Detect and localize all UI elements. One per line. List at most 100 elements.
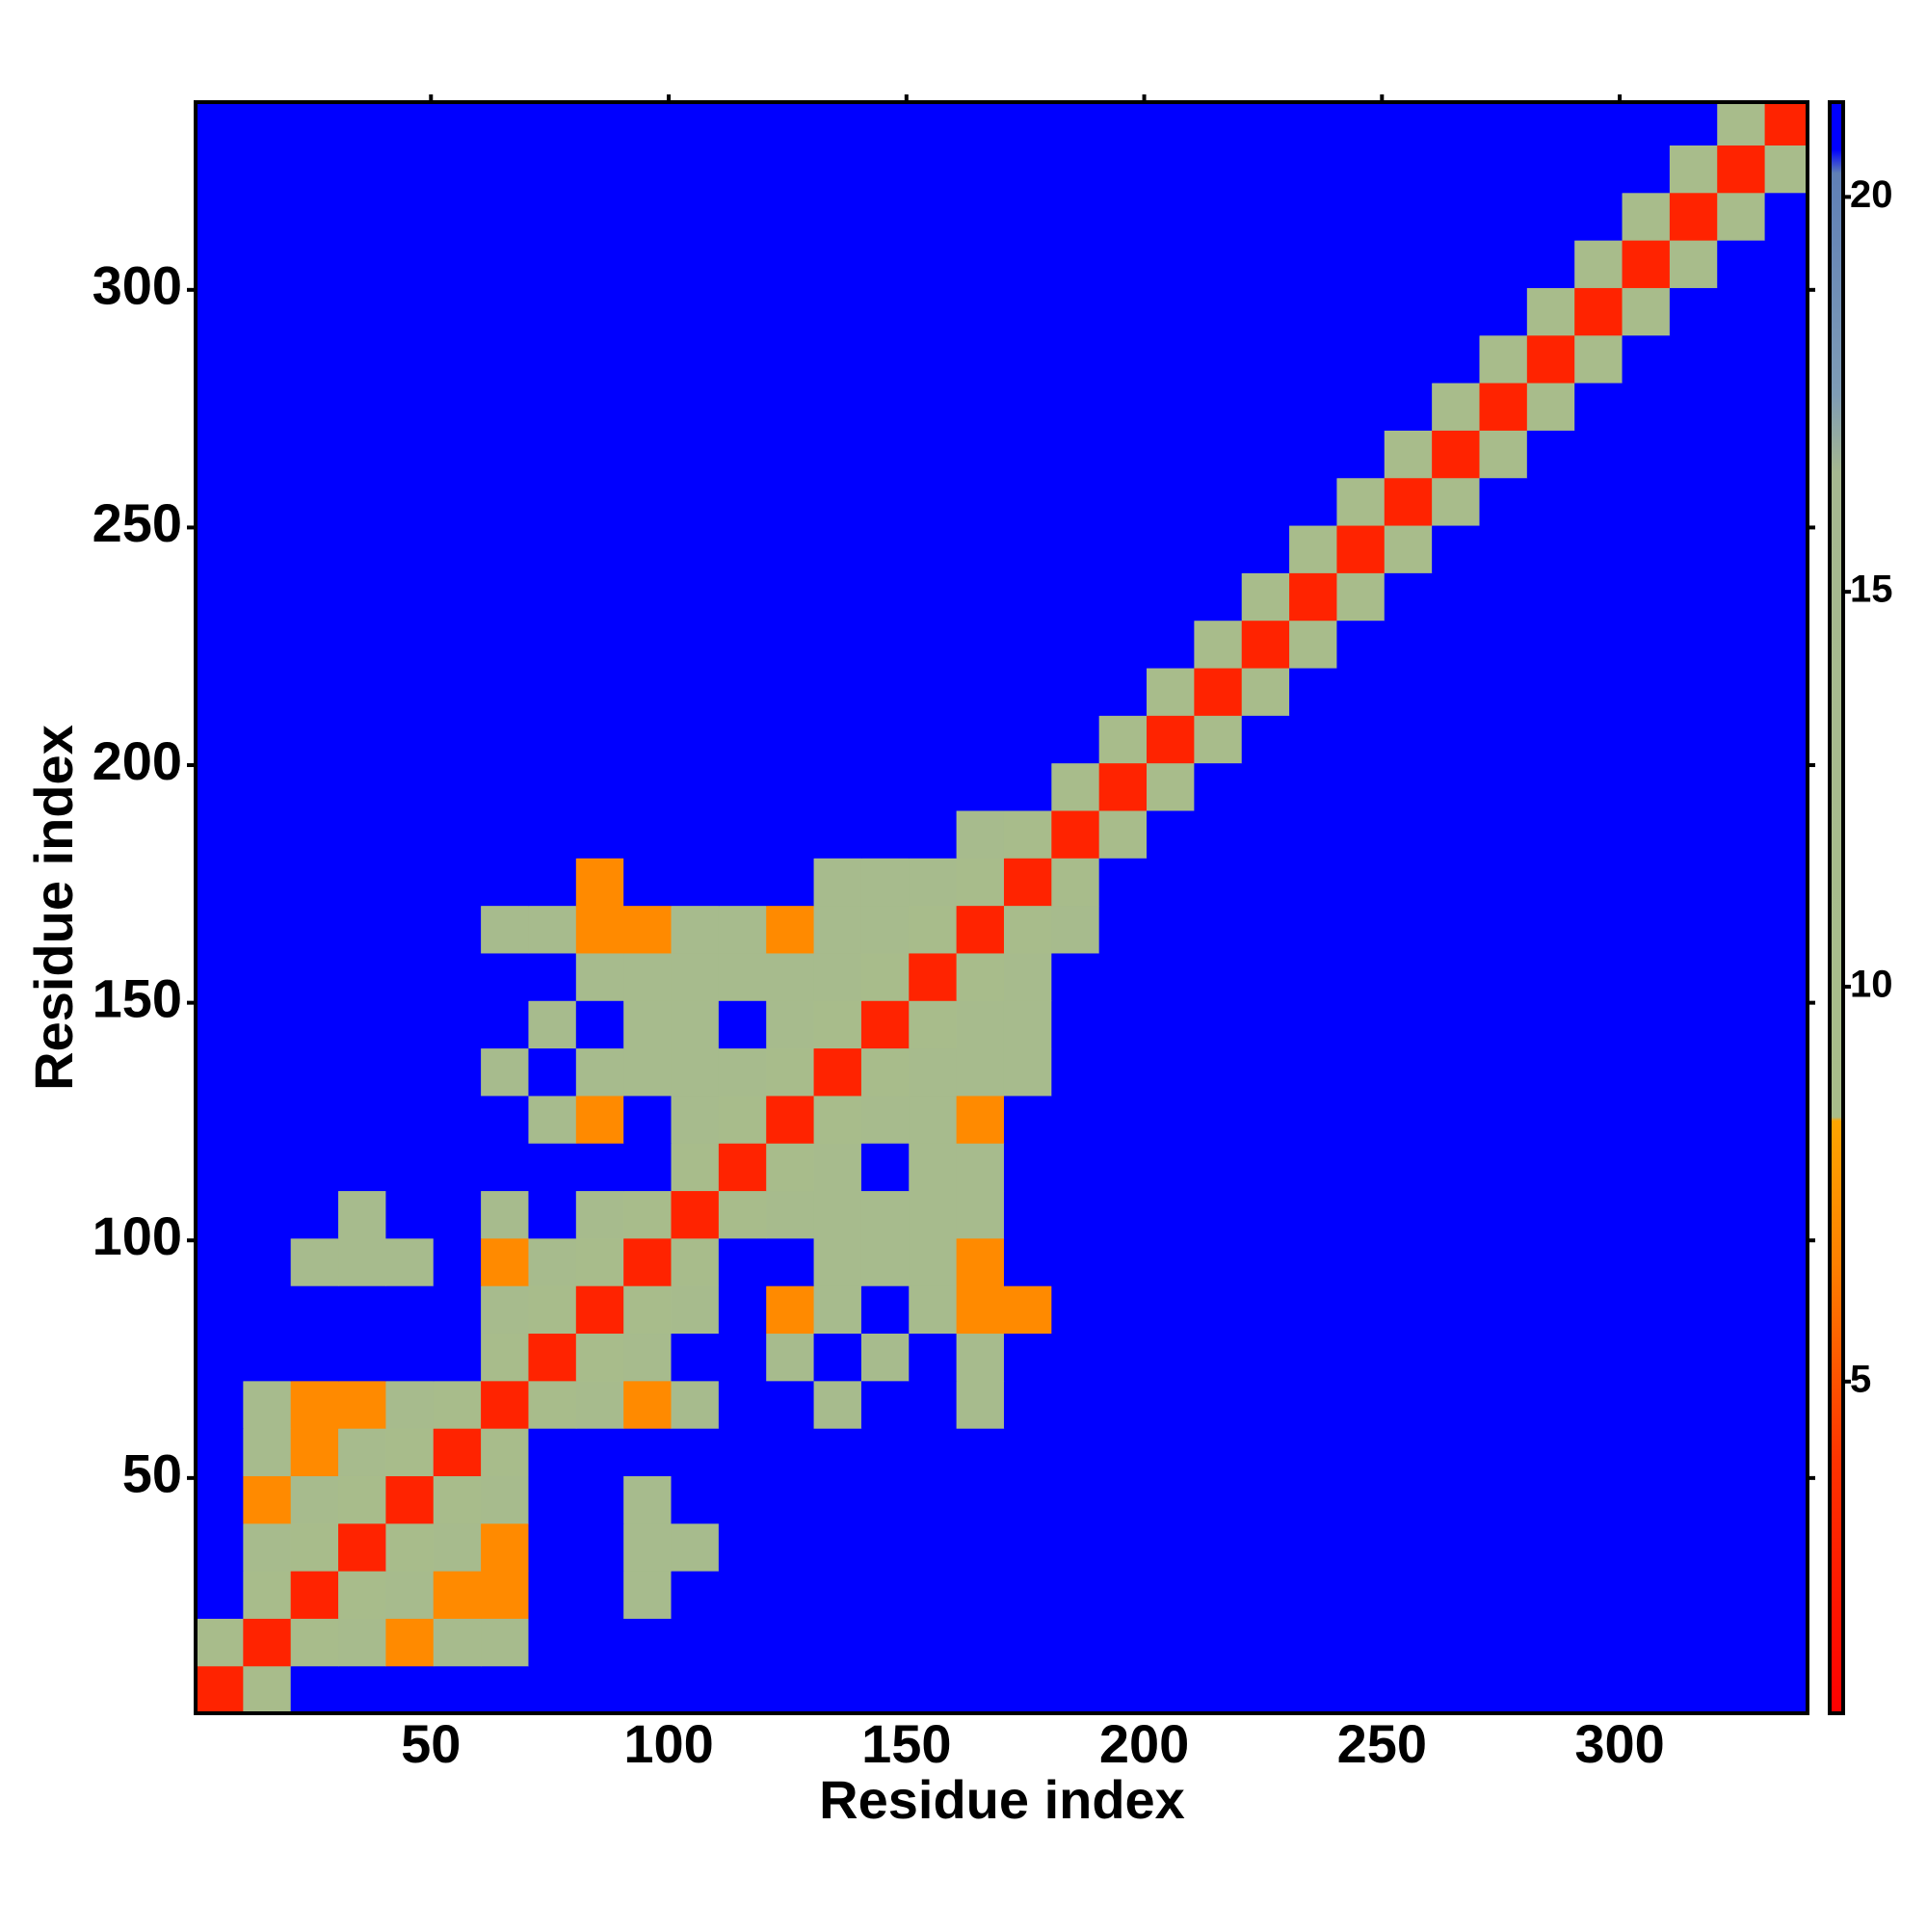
heatmap-cell [1147, 1285, 1195, 1335]
heatmap-cell [338, 1095, 387, 1144]
heatmap-cell [1194, 1665, 1243, 1713]
heatmap-cell [385, 809, 435, 859]
heatmap-cell [338, 1475, 387, 1524]
heatmap-cell [196, 620, 244, 669]
heatmap-cell [1336, 382, 1386, 431]
heatmap-cell [1336, 477, 1386, 526]
heatmap-cell [956, 1000, 1005, 1049]
heatmap-cell [1384, 1285, 1433, 1335]
heatmap-cell [1336, 1428, 1386, 1476]
heatmap-cell [1098, 524, 1148, 573]
heatmap-cell [1622, 1428, 1671, 1476]
heatmap-cell [196, 524, 244, 573]
heatmap-cell [718, 334, 767, 384]
heatmap-cell [718, 1143, 767, 1192]
heatmap-cell [718, 1665, 767, 1713]
heatmap-cell [1336, 620, 1386, 669]
heatmap-cell [1432, 1000, 1481, 1049]
heatmap-cell [623, 715, 673, 764]
heatmap-cell [290, 430, 339, 479]
heatmap-cell [1194, 287, 1243, 336]
heatmap-cell [243, 430, 292, 479]
heatmap-cell [196, 1571, 244, 1619]
heatmap-cell [338, 192, 387, 241]
heatmap-cell [575, 145, 624, 194]
heatmap-cell [909, 1428, 958, 1476]
heatmap-cell [1194, 620, 1243, 669]
heatmap-cell [1669, 620, 1718, 669]
heatmap-cell [1526, 287, 1575, 336]
heatmap-cell [860, 430, 910, 479]
heatmap-cell [1003, 524, 1052, 573]
heatmap-cell [1147, 572, 1195, 622]
heatmap-cell [1336, 858, 1386, 907]
heatmap-cell [575, 1475, 624, 1524]
heatmap-cell [813, 477, 862, 526]
heatmap-cell [1574, 762, 1623, 811]
heatmap-cell [1526, 1285, 1575, 1335]
heatmap-cell [1622, 1237, 1671, 1286]
heatmap-cell [1574, 102, 1623, 146]
heatmap-cell [385, 382, 435, 431]
heatmap-cell [766, 1428, 815, 1476]
heatmap-cell [243, 952, 292, 1001]
heatmap-cell [1194, 192, 1243, 241]
heatmap-cell [623, 477, 673, 526]
heatmap-cell [528, 1190, 577, 1239]
heatmap-cell [1717, 1000, 1766, 1049]
heatmap-cell [481, 715, 530, 764]
heatmap-cell [860, 1000, 910, 1049]
heatmap-cell [1194, 145, 1243, 194]
heatmap-cell [1622, 430, 1671, 479]
heatmap-cell [1717, 905, 1766, 954]
heatmap-cell [1669, 102, 1718, 146]
heatmap-cell [243, 334, 292, 384]
plot-frame [194, 100, 1809, 1715]
heatmap-cell [433, 572, 482, 622]
heatmap-cell [909, 334, 958, 384]
heatmap-cell [481, 1047, 530, 1097]
heatmap-cell [671, 524, 720, 573]
heatmap-cell [766, 240, 815, 288]
heatmap-cell [909, 287, 958, 336]
heatmap-cell [1098, 905, 1148, 954]
heatmap-cell [956, 1428, 1005, 1476]
heatmap-cell [1147, 809, 1195, 859]
heatmap-cell [243, 858, 292, 907]
heatmap-cell [433, 715, 482, 764]
heatmap-cell [671, 1047, 720, 1097]
heatmap-cell [1289, 240, 1338, 288]
heatmap-cell [1336, 572, 1386, 622]
heatmap-cell [1669, 1475, 1718, 1524]
heatmap-cell [1098, 858, 1148, 907]
heatmap-cell [766, 382, 815, 431]
heatmap-cell [956, 382, 1005, 431]
heatmap-cell [385, 1237, 435, 1286]
heatmap-cell [1717, 1522, 1766, 1572]
heatmap-cell [1147, 192, 1195, 241]
heatmap-cell [671, 1380, 720, 1429]
heatmap-cell [766, 762, 815, 811]
heatmap-cell [1574, 715, 1623, 764]
heatmap-cell [243, 715, 292, 764]
heatmap-cell [1764, 1047, 1808, 1097]
heatmap-cell [1574, 905, 1623, 954]
heatmap-cell [956, 1522, 1005, 1572]
heatmap-cell [1336, 1522, 1386, 1572]
heatmap-cell [481, 382, 530, 431]
heatmap-cell [1669, 1143, 1718, 1192]
heatmap-cell [1526, 1047, 1575, 1097]
heatmap-cell [1241, 572, 1290, 622]
colorbar-tick-label: 15 [1850, 569, 1893, 611]
heatmap-cell [1574, 620, 1623, 669]
heatmap-cell [196, 1665, 244, 1713]
heatmap-cell [433, 1047, 482, 1097]
heatmap-cell [860, 192, 910, 241]
heatmap-cell [1526, 240, 1575, 288]
heatmap-cell [1336, 1333, 1386, 1382]
heatmap-cell [1479, 1047, 1528, 1097]
heatmap-cell [243, 287, 292, 336]
heatmap-cell [1622, 952, 1671, 1001]
heatmap-cell [196, 430, 244, 479]
heatmap-cell [481, 1475, 530, 1524]
